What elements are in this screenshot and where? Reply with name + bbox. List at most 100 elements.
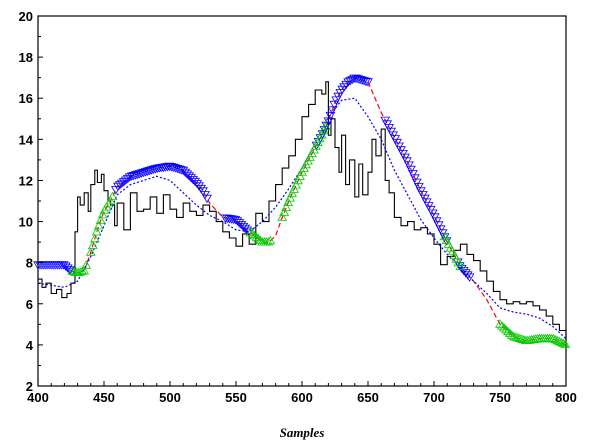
x-tick-label-450: 450 xyxy=(93,390,115,405)
triangle-down-marker xyxy=(120,176,131,185)
triangle-down-marker xyxy=(166,163,177,172)
y-tick-label-4: 4 xyxy=(26,338,34,353)
triangle-up-marker xyxy=(107,191,118,201)
x-axis: 400 450 500 550 600 650 700 750 800 xyxy=(27,381,577,405)
series-solid-line xyxy=(38,81,567,341)
x-axis-title: Samples xyxy=(280,425,325,440)
triangle-up-marker xyxy=(95,215,106,224)
triangle-down-marker xyxy=(357,76,368,85)
triangle-down-marker xyxy=(202,194,212,204)
triangle-up-marker xyxy=(265,235,276,245)
triangle-down-marker xyxy=(351,74,361,84)
triangle-down-marker xyxy=(194,182,204,191)
y-tick-label-6: 6 xyxy=(26,297,33,312)
triangle-down-marker xyxy=(431,217,442,226)
x-tick-label-600: 600 xyxy=(291,390,313,405)
x-tick-label-650: 650 xyxy=(357,390,379,405)
triangle-down-marker xyxy=(190,177,200,187)
triangle-down-marker xyxy=(114,181,125,190)
triangle-up-marker xyxy=(320,121,331,130)
triangle-up-marker xyxy=(295,171,305,180)
triangle-up-marker xyxy=(105,196,116,205)
triangle-up-marker xyxy=(91,227,102,236)
triangle-down-marker xyxy=(138,168,149,178)
triangle-up-marker xyxy=(255,235,266,244)
triangle-up-marker xyxy=(251,232,262,241)
y-tick-label-2: 2 xyxy=(26,379,33,394)
triangle-down-marker xyxy=(411,178,422,188)
triangle-up-marker xyxy=(548,334,559,343)
series-dotted-line xyxy=(37,97,567,340)
triangle-down-marker xyxy=(112,182,123,192)
triangle-down-marker xyxy=(168,163,179,173)
triangle-down-marker xyxy=(122,174,133,184)
triangle-up-marker xyxy=(554,336,565,346)
triangle-up-marker xyxy=(75,267,86,276)
series-layer xyxy=(37,77,567,346)
triangle-up-marker xyxy=(318,125,329,135)
triangle-up-marker xyxy=(556,337,567,347)
triangle-up-marker xyxy=(87,240,98,249)
y-tick-label-14: 14 xyxy=(19,132,34,147)
triangle-up-marker xyxy=(285,193,295,202)
triangle-up-marker xyxy=(93,221,104,230)
triangle-up-marker xyxy=(97,210,108,219)
triangle-up-marker xyxy=(560,339,571,348)
triangle-down-marker xyxy=(435,225,446,234)
triangle-down-marker xyxy=(196,184,206,194)
triangle-down-marker xyxy=(408,170,418,179)
triangle-down-marker xyxy=(410,174,420,183)
triangle-up-marker xyxy=(293,175,303,185)
triangle-down-marker xyxy=(363,78,373,87)
triangle-up-marker xyxy=(283,197,293,207)
triangle-down-marker xyxy=(433,221,444,230)
triangle-down-marker xyxy=(118,178,129,187)
triangle-down-marker xyxy=(230,216,241,225)
triangle-down-marker xyxy=(339,83,350,92)
triangle-down-marker xyxy=(462,271,473,280)
triangle-up-marker xyxy=(499,323,509,332)
x-tick-label-500: 500 xyxy=(159,390,181,405)
triangle-down-marker xyxy=(441,237,452,246)
triangle-up-marker xyxy=(79,265,90,275)
triangle-up-marker xyxy=(497,321,507,330)
y-axis: 2 4 6 8 10 12 14 16 18 20 xyxy=(19,9,43,394)
triangle-up-marker xyxy=(89,233,100,243)
triangle-down-marker xyxy=(64,266,75,275)
triangle-down-marker xyxy=(126,172,137,181)
triangle-up-marker xyxy=(550,335,561,344)
triangle-up-marker xyxy=(455,261,466,271)
triangle-up-marker xyxy=(85,247,96,256)
triangle-down-marker xyxy=(403,161,414,170)
x-tick-label-750: 750 xyxy=(489,390,511,405)
triangle-down-marker xyxy=(172,164,183,174)
triangle-down-marker xyxy=(429,213,440,222)
series-dashed-line xyxy=(63,77,567,346)
triangle-up-marker xyxy=(500,324,511,334)
triangle-down-marker xyxy=(361,77,371,87)
triangle-up-marker xyxy=(277,212,288,221)
triangle-down-marker xyxy=(176,166,187,175)
triangle-up-marker xyxy=(253,234,264,243)
triangle-down-marker xyxy=(136,169,147,178)
triangle-up-marker xyxy=(503,326,513,336)
triangle-up-marker xyxy=(249,230,260,240)
triangle-up-marker xyxy=(279,207,290,216)
triangle-down-marker xyxy=(341,80,352,90)
triangle-down-marker xyxy=(134,170,145,179)
triangle-up-marker xyxy=(73,267,84,277)
triangle-down-marker xyxy=(343,78,354,87)
triangle-up-marker xyxy=(291,180,302,189)
triangle-down-marker xyxy=(170,164,181,173)
triangle-up-marker xyxy=(495,319,505,328)
triangle-down-marker xyxy=(359,77,369,86)
y-tick-label-8: 8 xyxy=(26,256,33,271)
y-tick-label-10: 10 xyxy=(19,215,33,230)
triangle-down-marker xyxy=(325,111,336,121)
triangle-up-marker xyxy=(507,330,517,339)
triangle-up-marker xyxy=(287,188,298,198)
triangle-down-marker xyxy=(124,173,135,182)
triangle-down-marker xyxy=(323,117,334,126)
triangle-down-marker xyxy=(192,179,203,189)
triangle-up-marker xyxy=(504,328,515,337)
